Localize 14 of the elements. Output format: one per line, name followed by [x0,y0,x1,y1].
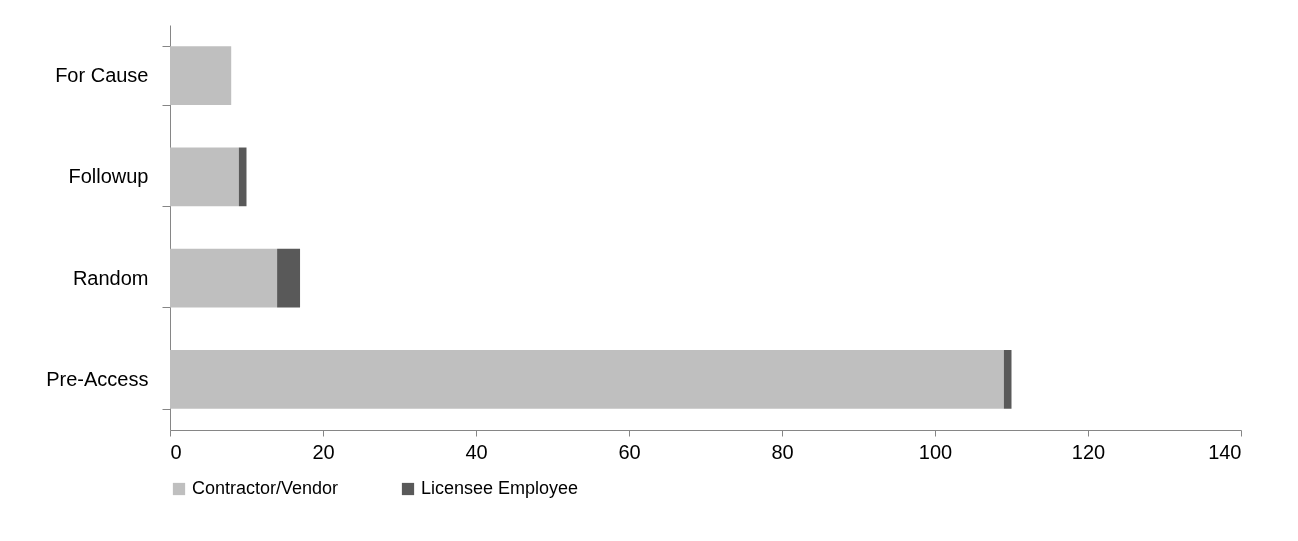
x-tick-label: 60 [618,440,641,463]
x-tick-label: 20 [312,440,335,463]
y-tick-label: Random [72,266,149,289]
x-tick-label: 0 [170,440,182,463]
y-tick-label: For Cause [55,64,149,87]
legend-label: Licensee Employee [421,478,579,498]
y-tick-label: Pre-Access [46,367,149,390]
x-tick-label: 100 [918,440,953,463]
legend-label: Contractor/Vendor [192,478,339,498]
x-tick-label: 80 [771,440,794,463]
x-tick-label: 120 [1071,440,1106,463]
x-tick-label: 140 [1208,440,1242,463]
y-tick-label: Followup [68,165,149,188]
x-tick-label: 40 [465,440,488,463]
